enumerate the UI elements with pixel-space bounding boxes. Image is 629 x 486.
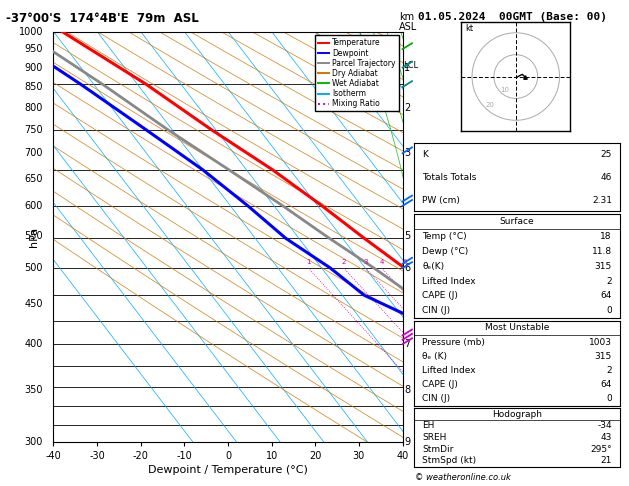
Text: Temp (°C): Temp (°C) xyxy=(422,232,467,241)
Text: 20: 20 xyxy=(476,259,485,265)
Text: Dewp (°C): Dewp (°C) xyxy=(422,247,469,256)
Text: 10: 10 xyxy=(431,259,440,265)
Text: 46: 46 xyxy=(601,173,612,182)
Text: 650: 650 xyxy=(25,174,43,184)
Text: 25: 25 xyxy=(601,150,612,159)
Text: ASL: ASL xyxy=(399,22,418,32)
Text: 20: 20 xyxy=(485,102,494,108)
Text: Most Unstable: Most Unstable xyxy=(485,323,549,332)
Text: 4: 4 xyxy=(379,259,384,265)
Text: 5: 5 xyxy=(404,230,411,241)
Text: Hodograph: Hodograph xyxy=(492,410,542,418)
Text: 0: 0 xyxy=(606,306,612,315)
Text: 15: 15 xyxy=(457,259,466,265)
Text: 315: 315 xyxy=(594,261,612,271)
Text: 01.05.2024  00GMT (Base: 00): 01.05.2024 00GMT (Base: 00) xyxy=(418,12,607,22)
Text: 64: 64 xyxy=(601,380,612,389)
Text: 11.8: 11.8 xyxy=(592,247,612,256)
Text: θₑ(K): θₑ(K) xyxy=(422,261,444,271)
Text: km: km xyxy=(399,12,415,22)
Text: 950: 950 xyxy=(25,44,43,54)
Text: © weatheronline.co.uk: © weatheronline.co.uk xyxy=(415,473,511,482)
Text: 3: 3 xyxy=(363,259,368,265)
Text: 10: 10 xyxy=(501,87,509,93)
Text: 0: 0 xyxy=(606,394,612,403)
X-axis label: Dewpoint / Temperature (°C): Dewpoint / Temperature (°C) xyxy=(148,466,308,475)
Text: 2: 2 xyxy=(606,277,612,285)
Text: K: K xyxy=(422,150,428,159)
Text: 400: 400 xyxy=(25,339,43,349)
Text: SREH: SREH xyxy=(422,433,447,442)
Text: 64: 64 xyxy=(601,292,612,300)
Text: StmSpd (kt): StmSpd (kt) xyxy=(422,456,476,465)
Text: 1000: 1000 xyxy=(18,27,43,36)
Text: CAPE (J): CAPE (J) xyxy=(422,380,458,389)
Text: 1003: 1003 xyxy=(589,337,612,347)
Text: EH: EH xyxy=(422,421,435,430)
Text: 2.31: 2.31 xyxy=(592,195,612,205)
Text: 1: 1 xyxy=(306,259,311,265)
Text: 2: 2 xyxy=(342,259,346,265)
Text: 300: 300 xyxy=(25,437,43,447)
Text: 7: 7 xyxy=(404,339,411,349)
Text: 1: 1 xyxy=(404,63,411,72)
Text: 700: 700 xyxy=(25,148,43,158)
Text: 295°: 295° xyxy=(591,445,612,453)
Text: Lifted Index: Lifted Index xyxy=(422,277,476,285)
Text: 2: 2 xyxy=(606,366,612,375)
Text: 8: 8 xyxy=(420,259,425,265)
Text: 600: 600 xyxy=(25,201,43,211)
Text: Lifted Index: Lifted Index xyxy=(422,366,476,375)
Text: 500: 500 xyxy=(25,263,43,273)
Text: 750: 750 xyxy=(25,125,43,135)
Text: 315: 315 xyxy=(594,352,612,361)
Text: 6: 6 xyxy=(404,263,411,273)
Text: 25: 25 xyxy=(491,259,500,265)
Text: kt: kt xyxy=(465,24,474,33)
Text: -34: -34 xyxy=(598,421,612,430)
Text: 350: 350 xyxy=(25,385,43,395)
Text: θₑ (K): θₑ (K) xyxy=(422,352,447,361)
Text: PW (cm): PW (cm) xyxy=(422,195,460,205)
Text: 2: 2 xyxy=(404,103,411,113)
Text: StmDir: StmDir xyxy=(422,445,454,453)
Text: CIN (J): CIN (J) xyxy=(422,394,450,403)
Text: 550: 550 xyxy=(25,230,43,241)
Text: 8: 8 xyxy=(404,385,411,395)
Text: 6: 6 xyxy=(403,259,408,265)
Text: 450: 450 xyxy=(25,299,43,309)
Text: 800: 800 xyxy=(25,103,43,113)
Text: 18: 18 xyxy=(601,232,612,241)
Text: 3: 3 xyxy=(404,148,411,158)
Text: Pressure (mb): Pressure (mb) xyxy=(422,337,485,347)
Legend: Temperature, Dewpoint, Parcel Trajectory, Dry Adiabat, Wet Adiabat, Isotherm, Mi: Temperature, Dewpoint, Parcel Trajectory… xyxy=(314,35,399,111)
Text: 21: 21 xyxy=(601,456,612,465)
Text: CIN (J): CIN (J) xyxy=(422,306,450,315)
Text: hPa: hPa xyxy=(30,227,39,247)
Text: Totals Totals: Totals Totals xyxy=(422,173,477,182)
Text: -37°00'S  174°4B'E  79m  ASL: -37°00'S 174°4B'E 79m ASL xyxy=(6,12,199,25)
Text: LCL: LCL xyxy=(403,61,418,70)
Text: 850: 850 xyxy=(25,82,43,92)
Text: Surface: Surface xyxy=(499,217,535,226)
Text: CAPE (J): CAPE (J) xyxy=(422,292,458,300)
Text: 900: 900 xyxy=(25,63,43,72)
Text: 43: 43 xyxy=(601,433,612,442)
Text: 9: 9 xyxy=(404,437,411,447)
